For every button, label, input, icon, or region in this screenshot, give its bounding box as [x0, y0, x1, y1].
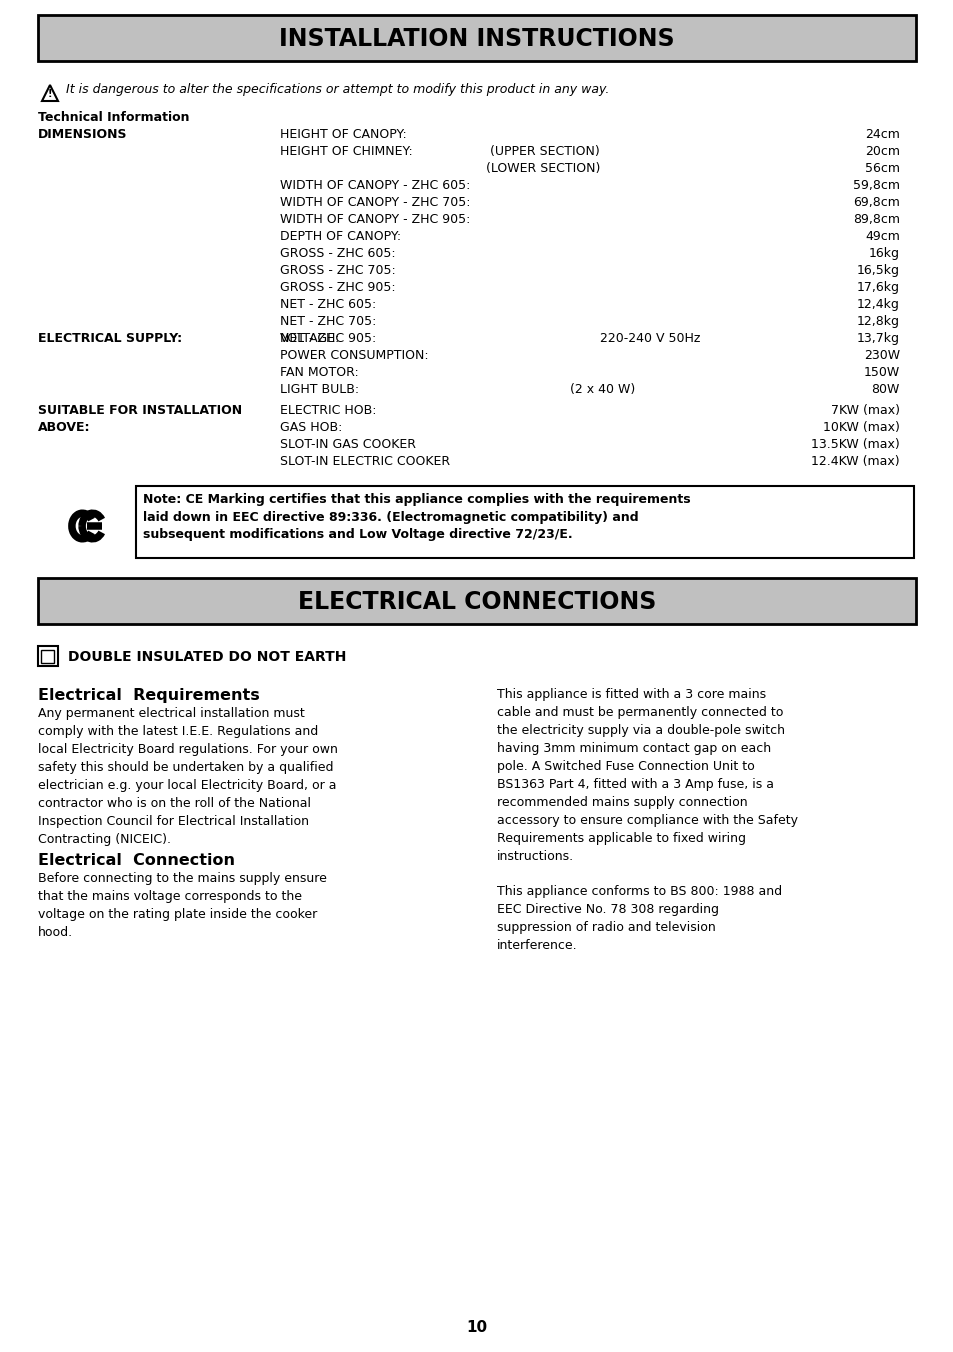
Text: 80W: 80W: [871, 383, 899, 396]
Text: Before connecting to the mains supply ensure
that the mains voltage corresponds : Before connecting to the mains supply en…: [38, 872, 327, 940]
Text: 12.4KW (max): 12.4KW (max): [810, 456, 899, 468]
Text: DOUBLE INSULATED DO NOT EARTH: DOUBLE INSULATED DO NOT EARTH: [68, 650, 346, 664]
Text: This appliance is fitted with a 3 core mains
cable and must be permanently conne: This appliance is fitted with a 3 core m…: [497, 688, 797, 863]
Text: (LOWER SECTION): (LOWER SECTION): [485, 162, 599, 174]
Text: GROSS - ZHC 705:: GROSS - ZHC 705:: [280, 264, 395, 277]
Text: Technical Information: Technical Information: [38, 111, 190, 124]
Text: This appliance conforms to BS 800: 1988 and
EEC Directive No. 78 308 regarding
s: This appliance conforms to BS 800: 1988 …: [497, 886, 781, 952]
Text: NET - ZHC 605:: NET - ZHC 605:: [280, 297, 375, 311]
Text: HEIGHT OF CANOPY:: HEIGHT OF CANOPY:: [280, 128, 406, 141]
Text: Any permanent electrical installation must
comply with the latest I.E.E. Regulat: Any permanent electrical installation mu…: [38, 707, 337, 846]
Text: Electrical  Connection: Electrical Connection: [38, 853, 234, 868]
Text: ELECTRICAL CONNECTIONS: ELECTRICAL CONNECTIONS: [297, 589, 656, 614]
Text: 16,5kg: 16,5kg: [856, 264, 899, 277]
Bar: [136, 485, 913, 558]
Text: 59,8cm: 59,8cm: [852, 178, 899, 192]
Text: POWER CONSUMPTION:: POWER CONSUMPTION:: [280, 349, 428, 362]
Text: DEPTH OF CANOPY:: DEPTH OF CANOPY:: [280, 230, 400, 243]
Text: 24cm: 24cm: [864, 128, 899, 141]
Text: Electrical  Requirements: Electrical Requirements: [38, 688, 259, 703]
Text: ELECTRIC HOB:: ELECTRIC HOB:: [280, 404, 376, 416]
Text: GROSS - ZHC 905:: GROSS - ZHC 905:: [280, 281, 395, 293]
Text: 56cm: 56cm: [864, 162, 899, 174]
Text: 69,8cm: 69,8cm: [852, 196, 899, 210]
Text: GAS HOB:: GAS HOB:: [280, 420, 342, 434]
Text: GROSS - ZHC 605:: GROSS - ZHC 605:: [280, 247, 395, 260]
Text: WIDTH OF CANOPY - ZHC 705:: WIDTH OF CANOPY - ZHC 705:: [280, 196, 470, 210]
Text: 13.5KW (max): 13.5KW (max): [810, 438, 899, 452]
Text: 13,7kg: 13,7kg: [856, 333, 899, 345]
Bar: [38, 646, 58, 667]
Text: 150W: 150W: [862, 366, 899, 379]
Text: Note: CE Marking certifies that this appliance complies with the requirements
la: Note: CE Marking certifies that this app…: [143, 493, 690, 541]
Text: (2 x 40 W): (2 x 40 W): [569, 383, 635, 396]
Text: (UPPER SECTION): (UPPER SECTION): [490, 145, 599, 158]
Text: 12,8kg: 12,8kg: [856, 315, 899, 329]
Text: FAN MOTOR:: FAN MOTOR:: [280, 366, 358, 379]
Text: VOLTAGE:: VOLTAGE:: [280, 333, 340, 345]
Bar: [38, 579, 915, 625]
Text: 7KW (max): 7KW (max): [830, 404, 899, 416]
Text: INSTALLATION INSTRUCTIONS: INSTALLATION INSTRUCTIONS: [279, 27, 674, 51]
Text: SUITABLE FOR INSTALLATION: SUITABLE FOR INSTALLATION: [38, 404, 242, 416]
Text: 220-240 V 50Hz: 220-240 V 50Hz: [599, 333, 700, 345]
Text: NET - ZHC 705:: NET - ZHC 705:: [280, 315, 376, 329]
Text: WIDTH OF CANOPY - ZHC 605:: WIDTH OF CANOPY - ZHC 605:: [280, 178, 470, 192]
Text: 89,8cm: 89,8cm: [852, 214, 899, 226]
Text: 49cm: 49cm: [864, 230, 899, 243]
Bar: [38, 15, 915, 61]
Text: SLOT-IN ELECTRIC COOKER: SLOT-IN ELECTRIC COOKER: [280, 456, 450, 468]
Text: 12,4kg: 12,4kg: [856, 297, 899, 311]
Text: ABOVE:: ABOVE:: [38, 420, 91, 434]
Text: !: !: [48, 89, 52, 99]
Text: It is dangerous to alter the specifications or attempt to modify this product in: It is dangerous to alter the specificati…: [66, 82, 609, 96]
Bar: [42, 649, 54, 662]
Text: NET - ZHC 905:: NET - ZHC 905:: [280, 333, 375, 345]
Text: 10KW (max): 10KW (max): [822, 420, 899, 434]
Text: LIGHT BULB:: LIGHT BULB:: [280, 383, 358, 396]
Text: 20cm: 20cm: [864, 145, 899, 158]
Text: ELECTRICAL SUPPLY:: ELECTRICAL SUPPLY:: [38, 333, 182, 345]
Text: 230W: 230W: [863, 349, 899, 362]
Text: HEIGHT OF CHIMNEY:: HEIGHT OF CHIMNEY:: [280, 145, 413, 158]
Text: 16kg: 16kg: [868, 247, 899, 260]
Text: WIDTH OF CANOPY - ZHC 905:: WIDTH OF CANOPY - ZHC 905:: [280, 214, 470, 226]
Text: SLOT-IN GAS COOKER: SLOT-IN GAS COOKER: [280, 438, 416, 452]
Text: DIMENSIONS: DIMENSIONS: [38, 128, 128, 141]
Text: 17,6kg: 17,6kg: [856, 281, 899, 293]
Text: 10: 10: [466, 1320, 487, 1334]
